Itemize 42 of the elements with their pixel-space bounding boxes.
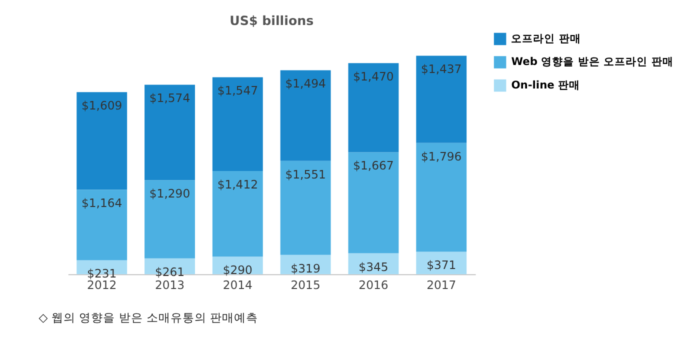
legend-label: On-line 판매 bbox=[511, 78, 580, 92]
data-label: $1,164 bbox=[82, 196, 122, 210]
bar bbox=[144, 180, 195, 258]
data-label: $290 bbox=[222, 263, 252, 278]
bar bbox=[280, 70, 331, 161]
bar bbox=[212, 77, 263, 172]
x-tick-label: 2013 bbox=[154, 278, 185, 292]
data-label: $371 bbox=[426, 258, 456, 272]
data-label: $319 bbox=[290, 261, 320, 276]
bar bbox=[348, 152, 399, 254]
x-tick-label: 2014 bbox=[222, 278, 252, 292]
data-label: $1,796 bbox=[421, 149, 462, 164]
bar bbox=[76, 92, 128, 190]
x-tick-label: 2015 bbox=[290, 278, 320, 292]
chart-title: US$ billions bbox=[230, 12, 314, 28]
data-label: $1,574 bbox=[149, 91, 190, 106]
data-label: $1,667 bbox=[353, 158, 394, 173]
bar bbox=[416, 252, 467, 274]
bar bbox=[144, 84, 195, 180]
data-label: $1,547 bbox=[217, 84, 258, 98]
x-tick-label: 2017 bbox=[426, 278, 456, 292]
data-label: $345 bbox=[358, 260, 388, 274]
bar bbox=[348, 63, 399, 152]
bar bbox=[416, 56, 467, 143]
legend-label: 오프라인 판매 bbox=[511, 32, 581, 45]
data-label: $1,609 bbox=[82, 98, 122, 113]
bar bbox=[416, 142, 467, 252]
x-tick-label: 2012 bbox=[87, 278, 117, 292]
data-label: $231 bbox=[87, 266, 117, 281]
data-label: $1,551 bbox=[285, 167, 326, 182]
bar bbox=[212, 171, 263, 257]
data-label: $1,470 bbox=[353, 70, 394, 84]
text: ◇ 웹의 영향을 받은 소매유통의 판매예측 bbox=[38, 310, 258, 325]
data-label: $1,494 bbox=[285, 76, 326, 91]
bar bbox=[280, 160, 331, 255]
data-label: $261 bbox=[154, 264, 185, 279]
data-label: $1,437 bbox=[421, 62, 462, 76]
legend-label: Web 영향을 받은 오프라인 판매 bbox=[511, 55, 674, 68]
data-label: $1,412 bbox=[217, 177, 258, 192]
data-label: $1,290 bbox=[149, 186, 190, 201]
x-tick-label: 2016 bbox=[358, 278, 388, 292]
bar bbox=[76, 190, 128, 260]
